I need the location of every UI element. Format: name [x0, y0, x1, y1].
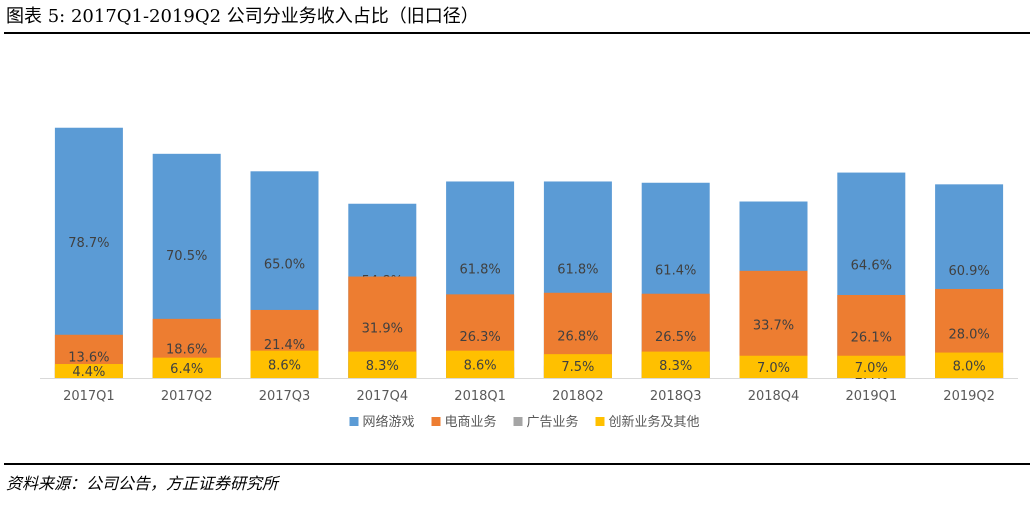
top-rule: [4, 32, 1030, 34]
data-label: 26.1%: [851, 331, 892, 346]
bar-segment-4: [54, 364, 123, 378]
data-label: 21.4%: [264, 338, 305, 353]
data-label: 7.0%: [855, 361, 888, 376]
bar-segment-4: [446, 350, 515, 378]
data-label: 8.3%: [659, 359, 692, 374]
chart-title: 图表 5: 2017Q1-2019Q2 公司分业务收入占比（旧口径）: [6, 6, 479, 27]
legend-swatch: [595, 417, 605, 426]
legend-label: 广告业务: [527, 414, 579, 430]
x-tick-label: 2017Q1: [63, 389, 115, 404]
bar-segment-4: [641, 351, 710, 378]
data-label: 7.5%: [561, 360, 594, 375]
data-label: 28.0%: [948, 327, 989, 342]
bottom-rule: [4, 463, 1030, 465]
legend-swatch: [513, 417, 523, 426]
data-label: 7.0%: [757, 361, 790, 376]
data-label: 8.6%: [464, 358, 497, 373]
data-label: 26.3%: [459, 330, 500, 345]
x-tick-label: 2017Q4: [357, 389, 409, 404]
x-tick-label: 2018Q4: [748, 389, 800, 404]
legend-label: 网络游戏: [363, 414, 415, 430]
x-tick-label: 2018Q1: [454, 389, 506, 404]
source-note: 资料来源：公司公告，方正证券研究所: [6, 474, 279, 493]
data-label: 13.6%: [68, 350, 109, 365]
x-tick-label: 2018Q3: [650, 389, 702, 404]
x-tick-label: 2017Q3: [259, 389, 311, 404]
bar-segment-4: [152, 357, 221, 378]
bar-segment-4: [837, 355, 906, 378]
data-label: 8.3%: [366, 359, 399, 374]
data-label: 78.7%: [68, 236, 109, 251]
data-label: 8.0%: [953, 359, 986, 374]
legend-swatch: [349, 417, 359, 426]
legend-label: 创新业务及其他: [609, 414, 700, 430]
data-label: 33.7%: [753, 318, 794, 333]
bar-segment-4: [543, 354, 612, 378]
data-label: 61.4%: [655, 263, 696, 278]
x-tick-label: 2018Q2: [552, 389, 604, 404]
data-label: 61.8%: [459, 263, 500, 278]
data-label: 31.9%: [362, 321, 403, 336]
data-label: 26.5%: [655, 330, 696, 345]
data-label: 61.8%: [557, 263, 598, 278]
data-label: 64.6%: [851, 258, 892, 273]
data-label: 26.8%: [557, 329, 598, 344]
stacked-bar-chart: 78.7%13.6%3.3%4.4%2017Q170.5%18.6%4.5%6.…: [40, 127, 1018, 430]
data-label: 65.0%: [264, 258, 305, 273]
data-label: 8.6%: [268, 358, 301, 373]
bar-segment-4: [935, 352, 1004, 378]
bar-segment-4: [250, 350, 319, 378]
data-label: 4.4%: [72, 365, 105, 380]
data-label: 60.9%: [948, 264, 989, 279]
data-label: 70.5%: [166, 249, 207, 264]
x-tick-label: 2019Q2: [943, 389, 995, 404]
legend-label: 电商业务: [445, 414, 497, 430]
x-tick-label: 2017Q2: [161, 389, 213, 404]
x-tick-label: 2019Q1: [846, 389, 898, 404]
bar-segment-4: [739, 355, 808, 378]
data-label: 6.4%: [170, 362, 203, 377]
bar-segment-4: [348, 351, 417, 378]
data-label: 18.6%: [166, 342, 207, 357]
legend-swatch: [431, 417, 441, 426]
